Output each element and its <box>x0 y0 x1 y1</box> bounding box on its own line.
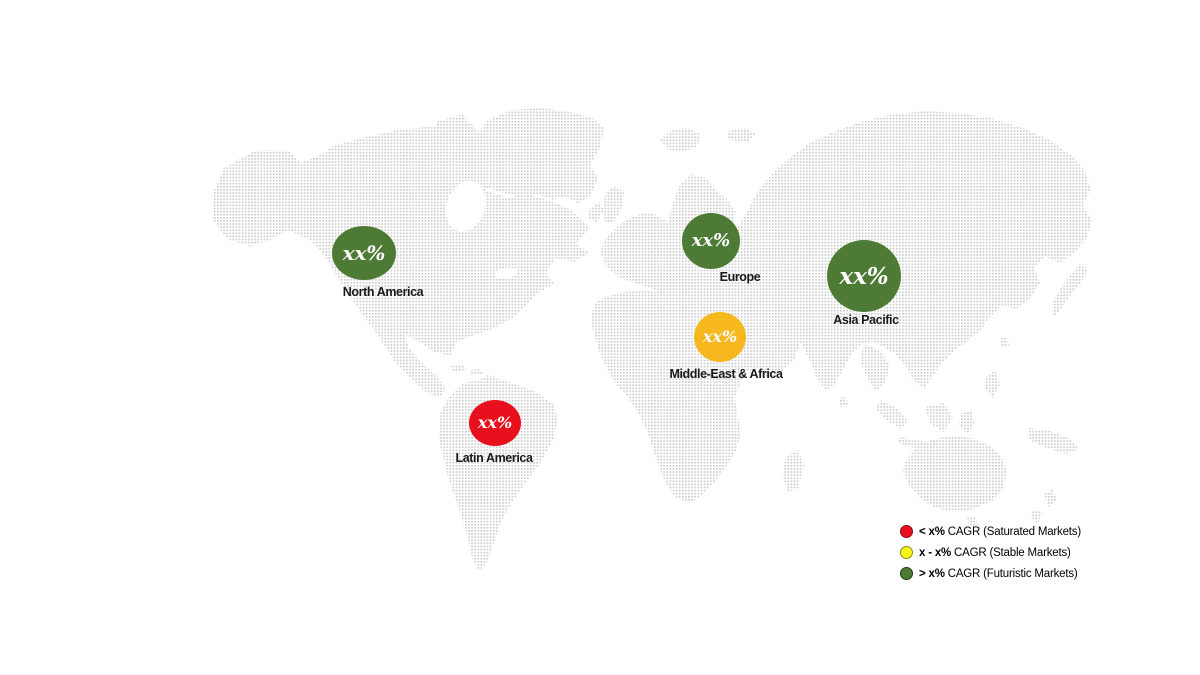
region-label-europe: Europe <box>719 270 761 284</box>
legend-label: x - x% CAGR (Stable Markets) <box>919 546 1071 559</box>
legend-item-stable: x - x% CAGR (Stable Markets) <box>900 542 1081 563</box>
region-bubble-europe: xx% <box>682 213 740 269</box>
region-value: xx% <box>477 413 513 432</box>
great-lakes-water <box>494 267 518 279</box>
region-bubble-north-america: xx% <box>332 226 396 280</box>
legend-dot-futuristic <box>900 567 913 580</box>
region-label-latin-america: Latin America <box>455 451 533 465</box>
region-value: xx% <box>342 241 386 265</box>
region-bubble-latin-america: xx% <box>469 400 521 446</box>
cagr-legend: < x% CAGR (Saturated Markets) x - x% CAGR… <box>900 521 1081 584</box>
hudson-bay-water <box>446 180 486 232</box>
legend-item-saturated: < x% CAGR (Saturated Markets) <box>900 521 1081 542</box>
continent-shapes <box>212 108 1092 571</box>
legend-label: < x% CAGR (Saturated Markets) <box>919 525 1081 538</box>
legend-label: > x% CAGR (Futuristic Markets) <box>919 567 1078 580</box>
region-value: xx% <box>702 327 738 346</box>
region-label-north-america: North America <box>342 285 424 299</box>
region-bubble-middle-east-africa: xx% <box>694 312 746 362</box>
legend-item-futuristic: > x% CAGR (Futuristic Markets) <box>900 563 1081 584</box>
legend-dot-saturated <box>900 525 913 538</box>
legend-dot-stable <box>900 546 913 559</box>
region-label-middle-east-africa: Middle-East & Africa <box>669 367 783 381</box>
region-value: xx% <box>839 262 889 290</box>
region-value: xx% <box>691 230 731 251</box>
region-label-asia-pacific: Asia Pacific <box>833 313 899 327</box>
region-bubble-asia-pacific: xx% <box>827 240 901 312</box>
